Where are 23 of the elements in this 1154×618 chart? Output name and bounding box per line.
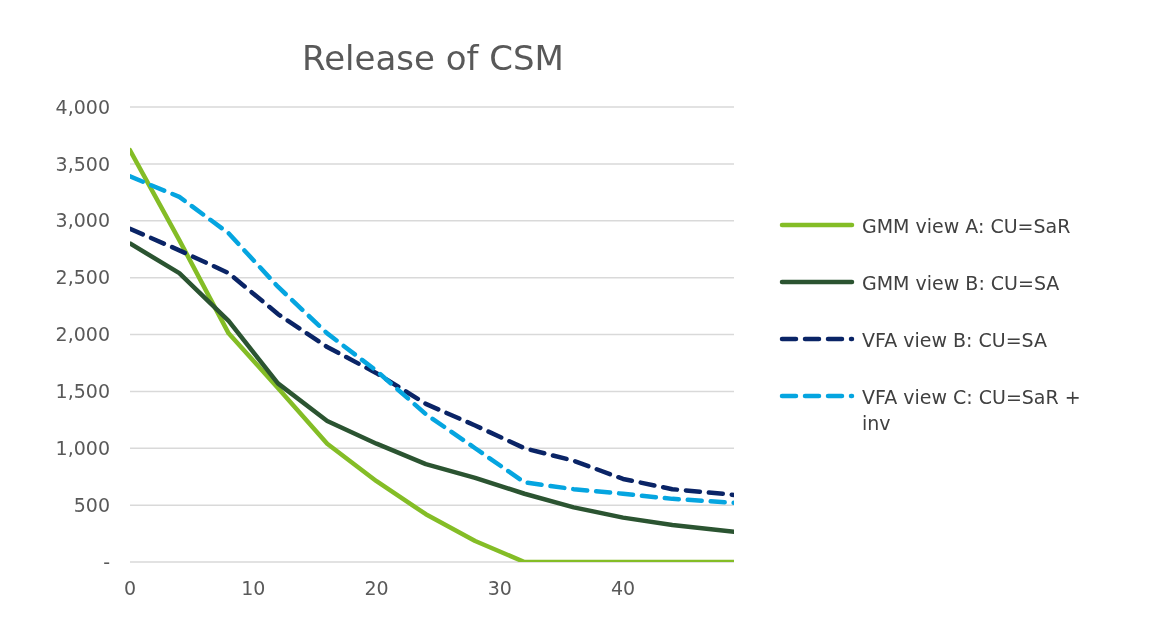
- legend-label: GMM view B: CU=SA: [862, 271, 1061, 296]
- x-tick-label: 20: [364, 577, 389, 600]
- y-tick-label: 3,500: [55, 152, 110, 175]
- y-tick-label: 1,000: [55, 436, 110, 459]
- legend-label: VFA view C: CU=SaR + inv: [862, 385, 1082, 436]
- y-tick-label: 4,000: [55, 95, 110, 118]
- x-tick-label: 40: [610, 577, 636, 600]
- line-series: [130, 174, 734, 506]
- y-tick-label: 3,000: [55, 209, 110, 232]
- y-tick-label: -: [103, 550, 110, 573]
- line-series: [130, 147, 734, 562]
- y-tick-label: 2,000: [55, 323, 110, 346]
- legend-label: VFA view B: CU=SA: [862, 328, 1048, 353]
- line-series: [130, 226, 734, 498]
- y-tick-label: 1,500: [55, 380, 110, 403]
- chart-title: Release of CSM: [301, 38, 565, 78]
- legend-label: GMM view A: CU=SaR: [862, 214, 1072, 239]
- y-tick-label: 500: [73, 493, 110, 516]
- x-tick-label: 10: [241, 577, 266, 600]
- y-tick-label: 2,500: [55, 266, 110, 289]
- x-tick-label: 0: [123, 577, 137, 600]
- line-series: [130, 241, 734, 535]
- x-tick-label: 30: [487, 577, 512, 600]
